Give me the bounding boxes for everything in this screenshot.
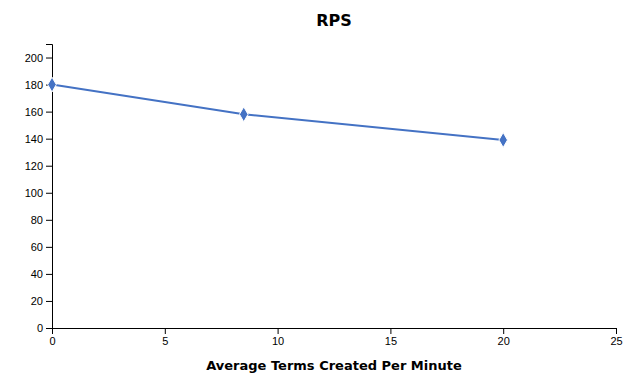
tick-mark [390,328,391,334]
tick-mark [46,247,52,248]
tick-mark [46,193,52,194]
tick-mark [46,328,52,329]
tick: 40 [31,268,52,280]
tick: 0 [49,328,55,347]
point [48,77,57,92]
y-axis: 0 20 40 60 80 100 120 140 160 180 200 [25,45,53,335]
tick-mark [46,166,52,167]
point [499,133,508,148]
tick-mark [46,139,52,140]
tick: 25 [610,328,622,347]
tick-label: 80 [31,214,43,226]
tick-mark [278,328,279,334]
tick-label: 100 [25,187,43,199]
tick: 120 [25,160,52,172]
tick: 10 [272,328,284,347]
tick-label: 20 [498,335,510,347]
tick: 140 [25,133,52,145]
plot-area: 0 5 10 15 20 25 0 20 40 60 80 100 120 140 160 180 200 [25,45,623,347]
tick-label: 20 [31,295,43,307]
tick: 5 [162,328,168,347]
marks [48,77,508,147]
tick: 160 [25,106,52,118]
tick: 80 [31,214,52,226]
tick-label: 10 [272,335,284,347]
tick-mark [46,220,52,221]
tick: 60 [31,241,52,253]
tick-label: 120 [25,160,43,172]
line [52,85,503,140]
title: RPS [316,11,352,30]
tick-mark [503,328,504,334]
axis-line [53,329,617,335]
tick-label: 60 [31,241,43,253]
tick: 0 [37,322,52,334]
tick-mark [46,274,52,275]
x-axis-title: Average Terms Created Per Minute [206,358,462,373]
tick-mark [616,328,617,334]
tick-mark [165,328,166,334]
tick-label: 180 [25,79,43,91]
tick-label: 40 [31,268,43,280]
tick-label: 200 [25,52,43,64]
tick: 20 [31,295,52,307]
tick-label: 25 [610,335,622,347]
tick: 15 [385,328,397,347]
tick-label: 160 [25,106,43,118]
tick-mark [46,301,52,302]
tick: 100 [25,187,52,199]
point [239,107,248,122]
tick-mark [46,58,52,59]
tick: 20 [498,328,510,347]
tick-label: 140 [25,133,43,145]
tick-label: 5 [162,335,168,347]
tick: 200 [25,52,52,64]
tick-label: 0 [49,335,55,347]
tick-label: 15 [385,335,397,347]
x-axis: 0 5 10 15 20 25 [49,328,622,347]
tick-mark [46,112,52,113]
chart: 0 5 10 15 20 25 0 20 40 60 80 100 120 140 160 180 200 RPS… [0,0,640,384]
tick-label: 0 [37,322,43,334]
